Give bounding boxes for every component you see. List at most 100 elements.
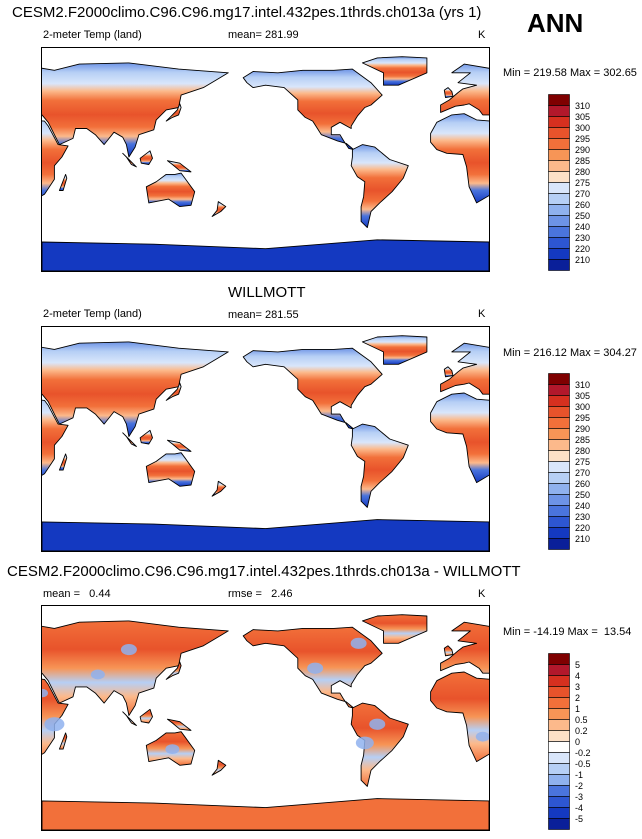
colorbar-box (548, 461, 570, 473)
uk-landmass (443, 87, 454, 99)
colorbar-box (548, 494, 570, 506)
colorbar-tick-label: 230 (575, 233, 590, 243)
colorbar-box (548, 439, 570, 451)
borneo-landmass (139, 150, 153, 165)
difference-patch (44, 717, 65, 732)
colorbar-tick-label: 295 (575, 413, 590, 423)
colorbar-box (548, 686, 570, 698)
colorbar-tick-label: 0.5 (575, 715, 588, 725)
colorbar-tick-label: 280 (575, 446, 590, 456)
africa-landmass (430, 392, 489, 484)
panel2-colorbar: 310 305 300 295 290 285 280 275 270 260 250 240 230 2… (548, 373, 628, 550)
greenland-landmass (361, 614, 428, 644)
colorbar-box (548, 237, 570, 249)
panel3-units-label: K (478, 588, 486, 600)
africa-landmass (42, 399, 69, 476)
colorbar-tick-label: -2 (575, 781, 583, 791)
greenland-landmass (361, 335, 428, 365)
colorbar-box (548, 741, 570, 753)
eurasia-landmass (42, 341, 229, 437)
panel3-map (41, 605, 490, 831)
newzealand-landmass (211, 759, 227, 776)
colorbar-box (548, 116, 570, 128)
sumatra-landmass (122, 432, 137, 447)
colorbar-tick-label: 300 (575, 402, 590, 412)
colorbar-box (548, 105, 570, 117)
newguinea-landmass (166, 439, 192, 452)
africa-landmass (42, 120, 69, 197)
colorbar-box (548, 527, 570, 539)
colorbar-box (548, 752, 570, 764)
panel1-mean-label: mean= 281.99 (228, 29, 299, 41)
colorbar-tick-label: 305 (575, 112, 590, 122)
colorbar-box (548, 248, 570, 260)
difference-patch (475, 731, 489, 742)
colorbar-tick-label: 0 (575, 737, 580, 747)
colorbar-tick-label: 260 (575, 479, 590, 489)
greenland-landmass (361, 56, 428, 86)
colorbar-box (548, 653, 570, 665)
colorbar-box (548, 516, 570, 528)
africa-landmass (430, 671, 489, 763)
colorbar-box (548, 730, 570, 742)
panel1-minmax-label: Min = 219.58 Max = 302.65 (503, 67, 637, 79)
newguinea-landmass (166, 160, 192, 173)
panel2-mean-label: mean= 281.55 (228, 309, 299, 321)
antarctica-landmass (42, 798, 489, 830)
samerica-landmass (350, 144, 409, 229)
japan-landmass (165, 382, 182, 401)
colorbar-box (548, 818, 570, 830)
australia-landmass (145, 452, 196, 487)
colorbar-box (548, 373, 570, 385)
colorbar-tick-label: 240 (575, 501, 590, 511)
colorbar-tick-label: 305 (575, 391, 590, 401)
panel1-title: CESM2.F2000climo.C96.C96.mg17.intel.432p… (12, 4, 482, 21)
colorbar-tick-label: -0.5 (575, 759, 591, 769)
difference-patch (355, 736, 374, 750)
newzealand-landmass (211, 480, 227, 497)
colorbar-tick-label: 3 (575, 682, 580, 692)
colorbar-box (548, 807, 570, 819)
uk-landmass (443, 366, 454, 378)
colorbar-tick-label: 290 (575, 424, 590, 434)
colorbar-box (548, 450, 570, 462)
panel3-rmse-label: rmse = 2.46 (228, 588, 293, 600)
colorbar-tick-label: 270 (575, 468, 590, 478)
antarctica-landmass (42, 239, 489, 271)
colorbar-box (548, 708, 570, 720)
colorbar-tick-label: 275 (575, 457, 590, 467)
colorbar-box (548, 428, 570, 440)
colorbar-box (548, 127, 570, 139)
colorbar-tick-label: 210 (575, 255, 590, 265)
colorbar-tick-label: 310 (575, 380, 590, 390)
newguinea-landmass (166, 718, 192, 731)
difference-patch (369, 718, 386, 730)
difference-patch (42, 688, 48, 698)
colorbar-tick-label: -3 (575, 792, 583, 802)
colorbar-tick-label: 4 (575, 671, 580, 681)
sumatra-landmass (122, 152, 137, 168)
colorbar-tick-label: 5 (575, 660, 580, 670)
colorbar-box (548, 171, 570, 183)
borneo-landmass (139, 429, 153, 445)
colorbar-tick-label: 285 (575, 435, 590, 445)
colorbar-box (548, 697, 570, 709)
colorbar-box (548, 94, 570, 106)
difference-patch (90, 669, 105, 680)
newzealand-landmass (211, 201, 227, 217)
panel1-variable-label: 2-meter Temp (land) (43, 29, 142, 41)
colorbar-tick-label: 300 (575, 123, 590, 133)
colorbar-tick-label: 240 (575, 222, 590, 232)
colorbar-tick-label: 285 (575, 156, 590, 166)
panel2-map (41, 326, 490, 552)
colorbar-box (548, 417, 570, 429)
colorbar-tick-label: 260 (575, 200, 590, 210)
colorbar-box (548, 785, 570, 797)
colorbar-tick-label: 270 (575, 189, 590, 199)
panel3-colorbar: 5 4 3 2 1 0.5 0.2 0 -0.2 -0.5 -1 -2 -3 -4 -5 (548, 653, 628, 830)
colorbar-tick-label: 250 (575, 490, 590, 500)
panel2-minmax-label: Min = 216.12 Max = 304.27 (503, 347, 637, 359)
namerica-landmass (242, 347, 383, 430)
season-label: ANN (527, 8, 584, 38)
colorbar-box (548, 395, 570, 407)
